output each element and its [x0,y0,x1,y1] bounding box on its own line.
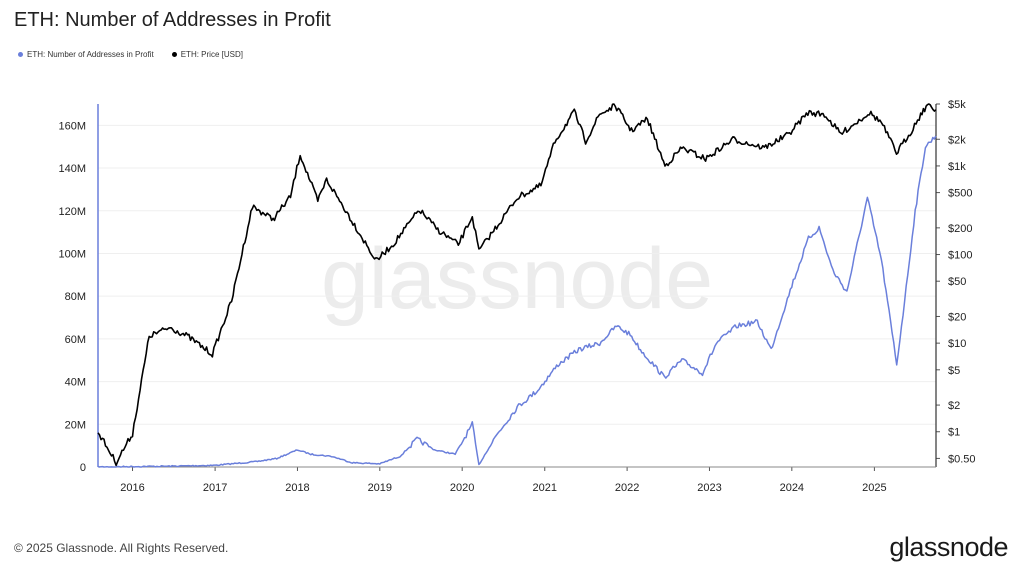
y-right-tick-label: $50 [948,276,966,288]
y-right-tick-label: $1 [948,427,960,439]
legend-swatch-price [171,52,177,57]
y-right-tick-label: $500 [948,188,972,200]
watermark-text: glassnode [321,231,713,327]
legend-label-price: ETH: Price [USD] [180,50,243,59]
glassnode-logo: glassnode [889,532,1008,562]
y-right-tick-label: $5k [948,99,966,111]
x-tick-label: 2016 [120,482,144,494]
x-tick-label: 2023 [697,482,721,494]
x-tick-label: 2018 [285,482,309,494]
legend-item-addresses[interactable]: ETH: Number of Addresses in Profit [18,50,154,59]
y-right-tick-label: $100 [948,250,972,262]
y-right-tick-label: $200 [948,223,972,235]
x-tick-label: 2020 [450,482,474,494]
y-right-tick-label: $2 [948,400,960,412]
x-tick-label: 2021 [533,482,557,494]
x-tick-label: 2017 [203,482,227,494]
y-left-tick-label: 160M [58,120,86,132]
chart-title: ETH: Number of Addresses in Profit [14,9,331,31]
series-line-eth-price [97,103,937,467]
legend-label-addresses: ETH: Number of Addresses in Profit [27,50,154,59]
y-right-tick-label: $5 [948,365,960,377]
y-left-tick-label: 140M [58,163,86,175]
copyright-notice: © 2025 Glassnode. All Rights Reserved. [14,541,229,555]
y-right-tick-label: $1k [948,161,966,173]
y-right-tick-label: $10 [948,338,966,350]
y-left-tick-label: 0 [80,462,86,474]
series-line-addresses-in-profit [97,135,937,468]
y-right-tick-label: $2k [948,134,966,146]
y-left-tick-label: 40M [65,377,86,389]
x-tick-label: 2024 [780,482,804,494]
x-tick-label: 2025 [862,482,886,494]
y-left-tick-label: 80M [65,291,86,303]
legend-swatch-addresses [18,52,23,57]
y-left-tick-label: 120M [58,206,86,218]
y-left-tick-label: 100M [58,248,86,260]
y-right-tick-label: $20 [948,311,966,323]
y-left-tick-label: 60M [65,334,86,346]
y-left-tick-label: 20M [65,419,86,431]
legend-item-price[interactable]: ETH: Price [USD] [171,50,243,59]
y-right-tick-label: $0.50 [948,453,976,465]
x-tick-label: 2019 [368,482,392,494]
chart-legend: ETH: Number of Addresses in Profit ETH: … [18,50,243,59]
x-tick-label: 2022 [615,482,639,494]
